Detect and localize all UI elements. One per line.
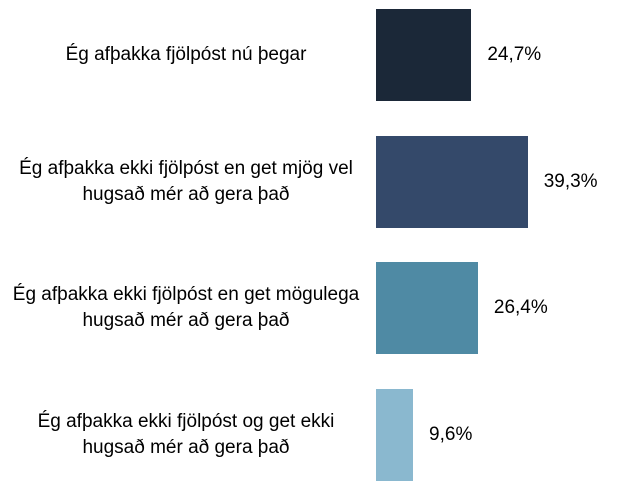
bar [376,262,478,355]
value-label: 26,4% [493,297,548,319]
category-label: Ég afþakka fjölpóst nú þegar [65,44,307,65]
category-label: Ég afþakka ekki fjölpóst en get mögulega… [12,284,360,332]
category-label: Ég afþakka ekki fjölpóst en get mjög vel… [19,157,353,205]
value-label: 9,6% [429,424,473,446]
bar [376,135,528,228]
bar [376,9,472,101]
category-label: Ég afþakka ekki fjölpóst og get ekki hug… [37,411,335,459]
bar [376,389,414,482]
value-label: 39,3% [543,170,598,192]
value-label: 24,7% [487,44,542,65]
